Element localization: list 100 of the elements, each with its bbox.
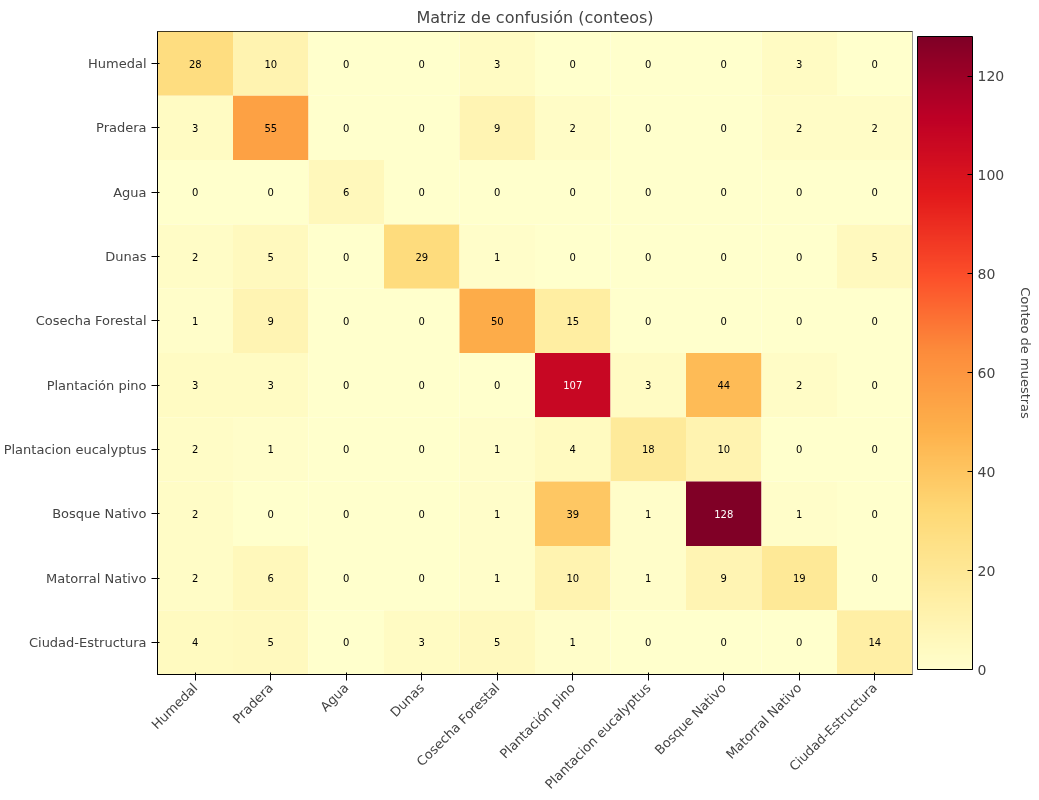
data-label: 6 — [267, 573, 274, 585]
data-label: 5 — [267, 637, 274, 649]
data-label: 19 — [792, 573, 806, 585]
data-label: 0 — [569, 58, 576, 70]
data-label: 0 — [418, 315, 425, 327]
y-tick-label: Pradera — [96, 120, 147, 136]
data-label: 10 — [566, 573, 580, 585]
data-label: 0 — [720, 315, 727, 327]
data-label: 0 — [418, 380, 425, 392]
data-label: 0 — [343, 380, 350, 392]
color-bar-label: 20 — [977, 562, 996, 579]
data-label: 5 — [494, 637, 501, 649]
data-label: 39 — [566, 508, 580, 520]
data-label: 3 — [796, 58, 803, 70]
data-label: 0 — [418, 122, 425, 134]
data-label: 1 — [267, 444, 274, 456]
data-label: 10 — [264, 58, 278, 70]
data-label: 0 — [343, 637, 350, 649]
data-label: 0 — [645, 251, 652, 263]
data-label: 0 — [569, 187, 576, 199]
data-label: 1 — [494, 251, 501, 263]
data-label: 44 — [717, 380, 731, 392]
y-tick-label: Plantacion eucalyptus — [3, 441, 147, 457]
data-label: 9 — [494, 122, 501, 134]
data-label: 0 — [796, 637, 803, 649]
data-label: 18 — [641, 444, 655, 456]
data-label: 0 — [418, 573, 425, 585]
data-label: 3 — [192, 122, 199, 134]
color-bar-label: 0 — [977, 661, 987, 678]
data-label: 0 — [871, 380, 878, 392]
y-tick-label: Bosque Nativo — [52, 506, 147, 522]
color-bar-label: 60 — [977, 364, 996, 381]
data-label: 0 — [343, 315, 350, 327]
data-label: 0 — [192, 187, 199, 199]
data-label: 0 — [645, 637, 652, 649]
y-tick-label: Dunas — [105, 249, 147, 265]
data-label: 0 — [645, 315, 652, 327]
color-bar-label: 40 — [977, 463, 996, 480]
data-label: 29 — [415, 251, 429, 263]
data-label: 1 — [494, 573, 501, 585]
data-label: 0 — [343, 573, 350, 585]
data-label: 128 — [714, 508, 734, 520]
data-label: 0 — [418, 58, 425, 70]
data-label: 0 — [796, 187, 803, 199]
data-label: 0 — [796, 444, 803, 456]
data-label: 3 — [267, 380, 274, 392]
data-label: 0 — [267, 187, 274, 199]
data-label: 4 — [569, 444, 576, 456]
data-label: 0 — [343, 508, 350, 520]
data-label: 0 — [418, 444, 425, 456]
data-label: 0 — [796, 251, 803, 263]
data-label: 0 — [720, 122, 727, 134]
data-label: 5 — [267, 251, 274, 263]
data-label: 2 — [796, 122, 803, 134]
data-label: 0 — [494, 187, 501, 199]
data-label: 0 — [418, 187, 425, 199]
data-label: 50 — [490, 315, 504, 327]
y-tick-label: Cosecha Forestal — [35, 313, 147, 329]
data-label: 28 — [188, 58, 202, 70]
data-label: 4 — [192, 637, 199, 649]
data-label: 2 — [871, 122, 878, 134]
color-bar-label: 120 — [977, 68, 1005, 85]
chart-title: Matriz de confusión (conteos) — [416, 7, 654, 27]
data-label: 5 — [871, 251, 878, 263]
data-label: 0 — [343, 58, 350, 70]
data-label: 0 — [871, 444, 878, 456]
data-label: 1 — [494, 444, 501, 456]
data-label: 1 — [494, 508, 501, 520]
data-label: 55 — [264, 122, 278, 134]
data-label: 1 — [796, 508, 803, 520]
data-label: 0 — [720, 251, 727, 263]
data-label: 0 — [343, 251, 350, 263]
data-label: 2 — [192, 251, 199, 263]
data-label: 3 — [645, 380, 652, 392]
data-label: 0 — [343, 444, 350, 456]
data-label: 1 — [569, 637, 576, 649]
data-label: 0 — [871, 58, 878, 70]
data-label: 0 — [569, 251, 576, 263]
data-label: 0 — [267, 508, 274, 520]
data-label: 9 — [267, 315, 274, 327]
data-label: 15 — [566, 315, 580, 327]
data-label: 0 — [871, 573, 878, 585]
data-label: 6 — [343, 187, 350, 199]
data-label: 2 — [569, 122, 576, 134]
color-bar-label: 100 — [977, 166, 1005, 183]
data-label: 0 — [343, 122, 350, 134]
data-label: 2 — [192, 444, 199, 456]
y-tick-label: Agua — [113, 184, 147, 200]
data-label: 0 — [720, 58, 727, 70]
y-tick-label: Humedal — [87, 56, 147, 72]
data-label: 107 — [563, 380, 583, 392]
data-label: 3 — [494, 58, 501, 70]
data-label: 2 — [796, 380, 803, 392]
data-label: 1 — [645, 508, 652, 520]
data-label: 0 — [871, 508, 878, 520]
data-label: 3 — [418, 637, 425, 649]
data-label: 0 — [645, 58, 652, 70]
data-label: 0 — [720, 637, 727, 649]
data-label: 0 — [494, 380, 501, 392]
data-label: 0 — [871, 187, 878, 199]
